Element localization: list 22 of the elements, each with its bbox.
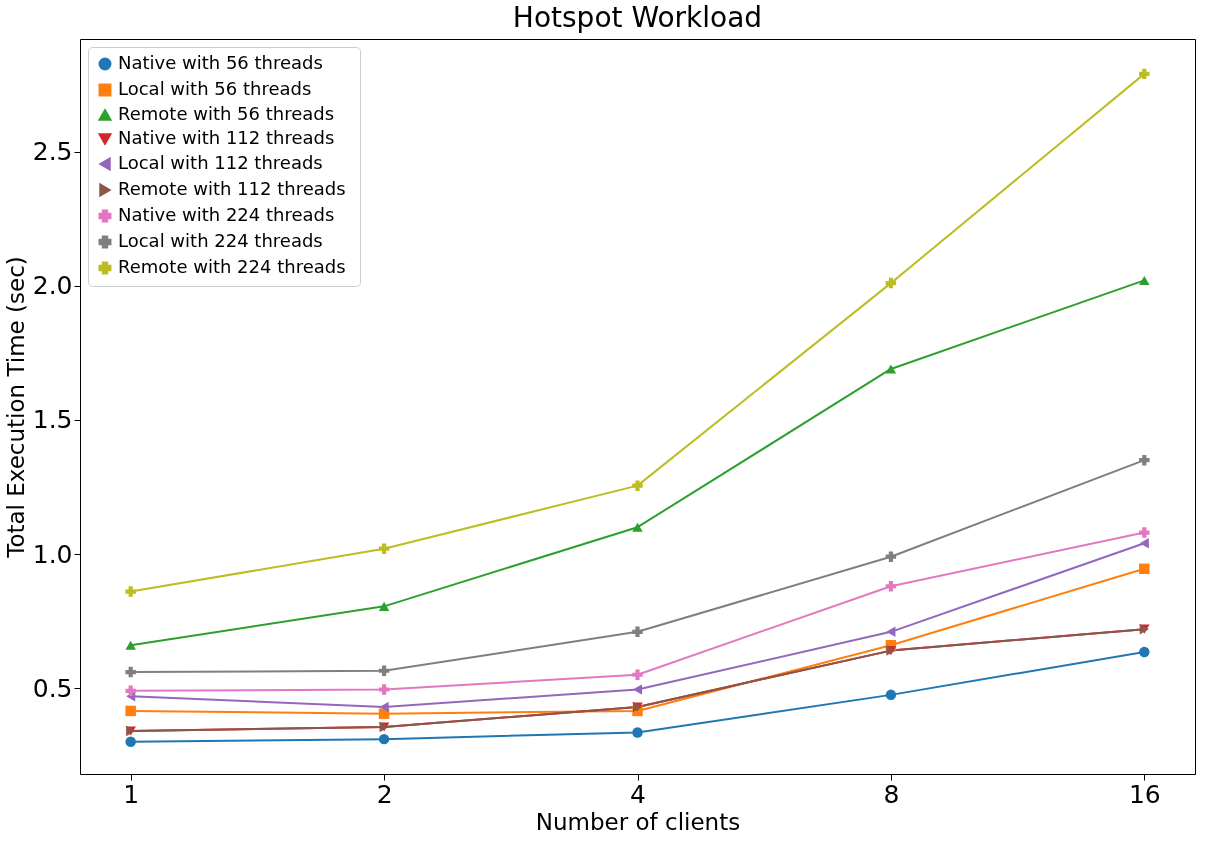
x-tick-label: 4 <box>630 779 646 809</box>
y-tick-label: 1.5 <box>32 405 73 435</box>
legend-label: Native with 224 threads <box>118 204 335 225</box>
y-tick-label: 2.0 <box>32 271 73 301</box>
legend-label: Local with 56 threads <box>118 78 312 99</box>
legend-label: Native with 56 threads <box>118 52 323 73</box>
legend-label: Local with 224 threads <box>118 230 323 251</box>
legend-label: Remote with 56 threads <box>118 103 335 124</box>
x-tick-label: 8 <box>883 779 900 809</box>
x-tick-label: 2 <box>376 779 393 809</box>
legend-label: Remote with 112 threads <box>118 178 346 199</box>
y-axis-title: Total Execution Time (sec) <box>2 256 29 559</box>
x-axis-title: Number of clients <box>535 808 741 835</box>
legend-label: Native with 112 threads <box>118 127 335 148</box>
legend-label: Remote with 224 threads <box>118 256 346 277</box>
y-tick-label: 1.0 <box>32 539 73 569</box>
chart-title: Hotspot Workload <box>512 1 763 34</box>
x-tick-label: 1 <box>123 779 140 809</box>
y-tick-label: 2.5 <box>32 137 73 167</box>
legend-label: Local with 112 threads <box>118 152 323 173</box>
x-tick-label: 16 <box>1128 779 1161 809</box>
y-tick-label: 0.5 <box>32 673 73 703</box>
